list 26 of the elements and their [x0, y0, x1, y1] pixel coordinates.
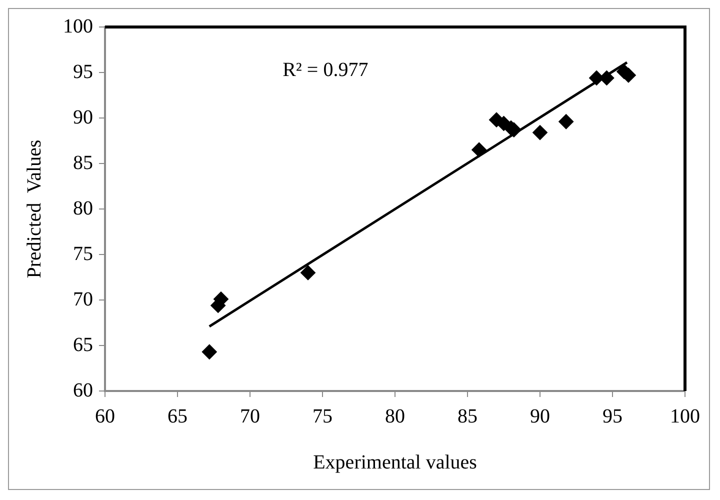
x-tick-label: 95 — [602, 405, 622, 428]
y-tick-label: 75 — [73, 242, 93, 265]
x-tick-label: 60 — [95, 405, 115, 428]
x-tick-label: 90 — [530, 405, 550, 428]
y-tick-label: 100 — [63, 15, 93, 38]
x-tick-label: 85 — [458, 405, 478, 428]
y-tick-label: 95 — [73, 60, 93, 83]
y-tick-label: 85 — [73, 152, 93, 174]
x-tick-label: 80 — [385, 405, 405, 428]
x-tick-label: 100 — [670, 405, 700, 428]
annotation: R² = 0.977 — [282, 58, 368, 81]
point — [300, 265, 316, 280]
point — [202, 344, 217, 360]
y-tick-label: 65 — [73, 334, 93, 356]
point — [472, 142, 487, 158]
y-tick-label: 80 — [73, 197, 93, 220]
x-tick-label: 65 — [168, 405, 188, 428]
x-tick-label: 70 — [240, 405, 260, 428]
y-tick-label: 70 — [73, 288, 93, 310]
y-tick-label: 60 — [73, 379, 93, 402]
x-axis-title: Experimental values — [313, 451, 478, 474]
point — [558, 114, 574, 130]
point — [532, 125, 548, 140]
x-tick-label: 75 — [312, 405, 332, 428]
y-axis-title: Predicted Values — [23, 140, 46, 278]
y-tick-label: 90 — [73, 106, 93, 128]
